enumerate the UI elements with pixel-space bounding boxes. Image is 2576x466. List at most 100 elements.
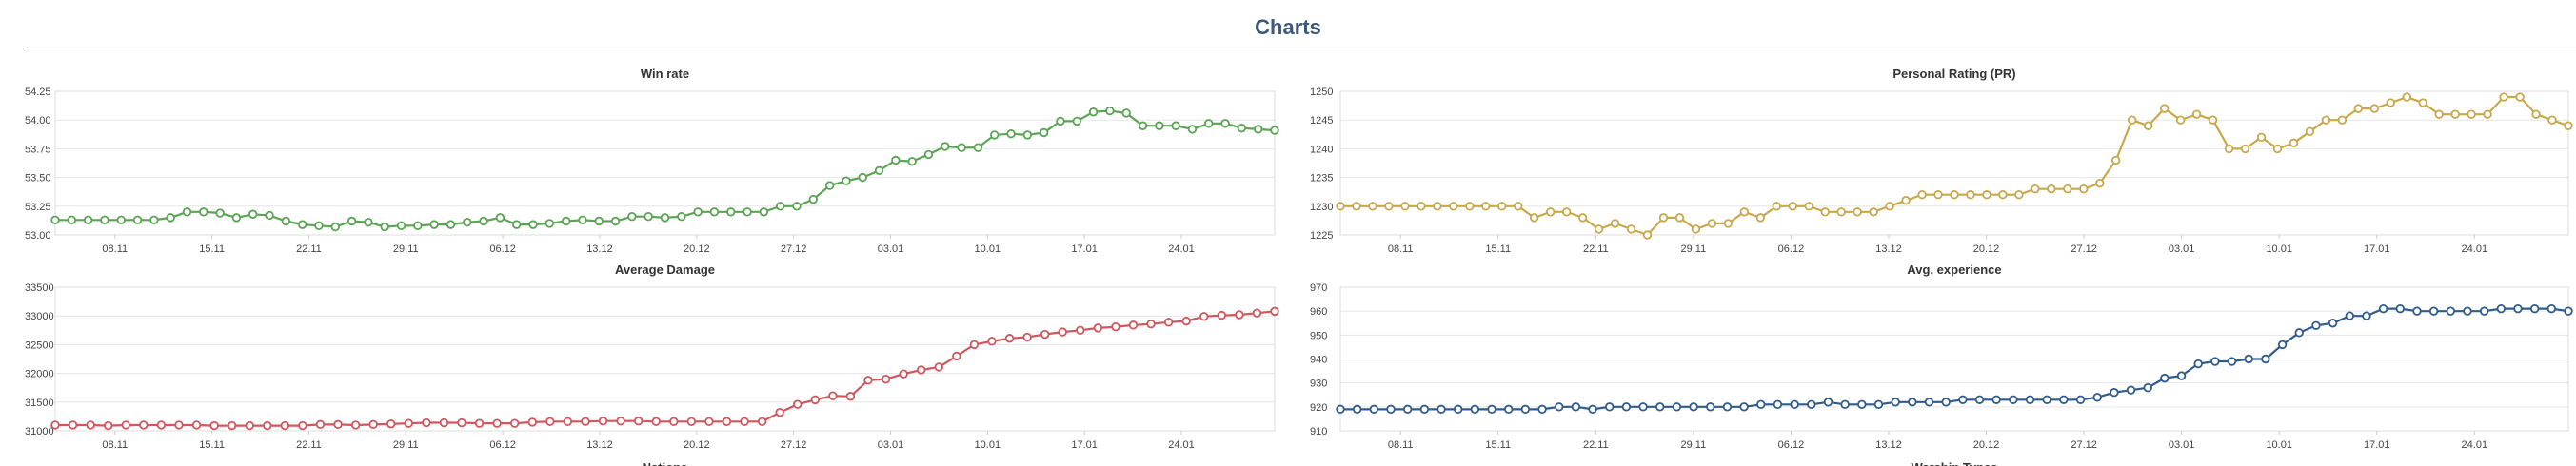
data-point[interactable] xyxy=(1917,190,1927,200)
data-point[interactable] xyxy=(2193,359,2203,369)
data-point[interactable] xyxy=(100,215,109,224)
data-point[interactable] xyxy=(2261,354,2270,364)
data-point[interactable] xyxy=(2191,109,2202,119)
data-point[interactable] xyxy=(1400,202,1410,211)
data-point[interactable] xyxy=(263,420,272,431)
data-point[interactable] xyxy=(1857,399,1867,410)
data-point[interactable] xyxy=(2467,109,2476,119)
data-point[interactable] xyxy=(1853,207,1862,217)
data-point[interactable] xyxy=(132,215,143,224)
data-point[interactable] xyxy=(1941,398,1951,407)
data-point[interactable] xyxy=(67,215,77,224)
data-point[interactable] xyxy=(2244,354,2253,364)
data-point[interactable] xyxy=(1571,402,1581,412)
data-point[interactable] xyxy=(858,172,867,183)
data-point[interactable] xyxy=(1481,202,1491,211)
data-point[interactable] xyxy=(2418,98,2427,107)
data-point[interactable] xyxy=(891,155,901,165)
data-point[interactable] xyxy=(775,202,785,211)
data-point[interactable] xyxy=(845,392,856,401)
data-point[interactable] xyxy=(347,216,357,226)
data-point[interactable] xyxy=(1908,398,1917,407)
data-point[interactable] xyxy=(1755,213,1766,223)
data-point[interactable] xyxy=(2014,190,2024,200)
data-point[interactable] xyxy=(2208,115,2218,125)
data-point[interactable] xyxy=(1217,310,1227,320)
data-point[interactable] xyxy=(1621,402,1632,412)
data-point[interactable] xyxy=(2063,184,2072,194)
data-point[interactable] xyxy=(248,209,258,219)
data-point[interactable] xyxy=(610,216,621,226)
data-point[interactable] xyxy=(103,420,113,431)
data-point[interactable] xyxy=(1155,121,1164,130)
data-point[interactable] xyxy=(1105,106,1115,116)
data-point[interactable] xyxy=(1453,404,1463,415)
data-point[interactable] xyxy=(792,202,802,211)
data-point[interactable] xyxy=(722,417,732,427)
data-point[interactable] xyxy=(1739,207,1750,217)
data-point[interactable] xyxy=(1924,398,1934,407)
data-point[interactable] xyxy=(2095,178,2105,188)
data-point[interactable] xyxy=(121,420,130,430)
data-point[interactable] xyxy=(1004,334,1015,343)
data-point[interactable] xyxy=(1788,202,1797,211)
data-point[interactable] xyxy=(495,213,505,223)
data-point[interactable] xyxy=(863,376,873,385)
data-point[interactable] xyxy=(1674,213,1685,223)
data-point[interactable] xyxy=(874,165,884,176)
data-point[interactable] xyxy=(1594,224,1604,234)
data-point[interactable] xyxy=(2547,115,2557,125)
data-point[interactable] xyxy=(2311,320,2321,330)
data-point[interactable] xyxy=(941,142,950,151)
data-point[interactable] xyxy=(1022,130,1033,140)
data-point[interactable] xyxy=(759,207,769,217)
data-point[interactable] xyxy=(2042,395,2051,404)
data-point[interactable] xyxy=(191,420,202,430)
data-point[interactable] xyxy=(545,417,555,427)
data-point[interactable] xyxy=(364,218,373,227)
data-point[interactable] xyxy=(1756,399,1766,410)
data-point[interactable] xyxy=(2531,109,2541,119)
data-point[interactable] xyxy=(2128,115,2137,125)
data-point[interactable] xyxy=(1058,327,1067,337)
data-point[interactable] xyxy=(1336,404,1345,415)
data-point[interactable] xyxy=(1336,202,1345,211)
data-point[interactable] xyxy=(1146,319,1156,329)
data-point[interactable] xyxy=(1974,395,1985,404)
data-point[interactable] xyxy=(598,417,608,426)
data-point[interactable] xyxy=(1171,121,1180,130)
data-point[interactable] xyxy=(1419,404,1430,415)
data-point[interactable] xyxy=(1901,196,1911,205)
data-point[interactable] xyxy=(627,211,637,222)
data-point[interactable] xyxy=(2210,357,2220,366)
data-point[interactable] xyxy=(1163,318,1174,327)
data-point[interactable] xyxy=(2412,306,2422,316)
data-point[interactable] xyxy=(439,417,449,428)
data-point[interactable] xyxy=(2345,311,2354,320)
data-point[interactable] xyxy=(2378,303,2388,314)
data-point[interactable] xyxy=(1610,219,1620,228)
data-point[interactable] xyxy=(2529,303,2540,314)
data-point[interactable] xyxy=(2353,104,2364,113)
data-point[interactable] xyxy=(2513,303,2523,314)
data-point[interactable] xyxy=(457,417,466,428)
data-point[interactable] xyxy=(2075,395,2086,404)
data-point[interactable] xyxy=(1691,224,1701,234)
data-point[interactable] xyxy=(1722,402,1733,412)
data-point[interactable] xyxy=(2446,306,2456,316)
data-point[interactable] xyxy=(651,417,661,427)
data-point[interactable] xyxy=(2369,104,2380,113)
data-point[interactable] xyxy=(1626,224,1636,234)
data-point[interactable] xyxy=(793,399,803,409)
data-point[interactable] xyxy=(1520,404,1531,415)
data-point[interactable] xyxy=(660,213,670,223)
data-point[interactable] xyxy=(1823,398,1833,407)
data-point[interactable] xyxy=(677,211,686,222)
data-point[interactable] xyxy=(2224,144,2234,154)
data-point[interactable] xyxy=(474,418,485,428)
data-point[interactable] xyxy=(1465,202,1475,211)
data-point[interactable] xyxy=(644,211,653,222)
data-point[interactable] xyxy=(1487,404,1496,415)
data-point[interactable] xyxy=(916,365,926,375)
data-point[interactable] xyxy=(1958,395,1968,404)
